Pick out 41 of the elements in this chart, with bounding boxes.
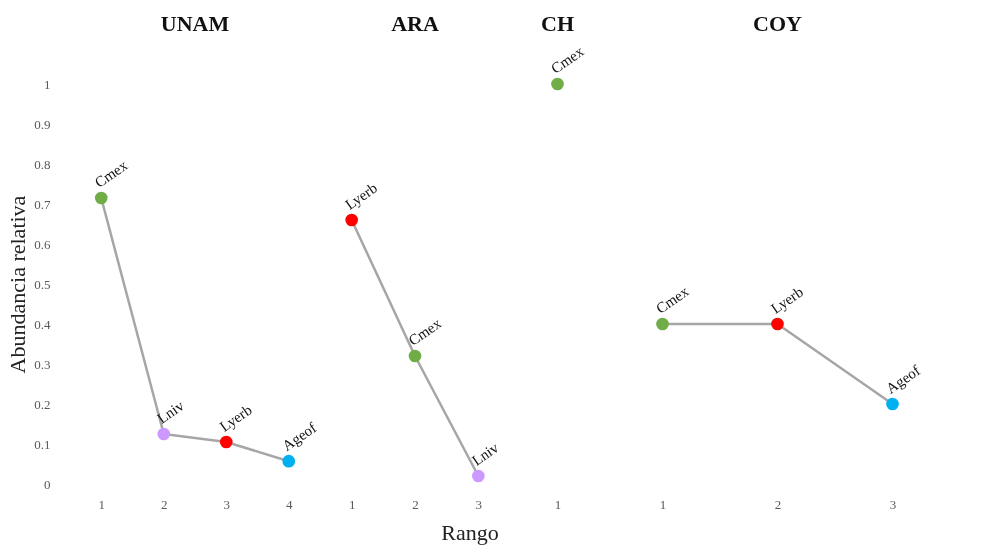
x-tick-label: 3 [223,496,230,512]
chart-title: COY [753,11,803,36]
y-tick-label: 1 [44,76,51,92]
y-tick-label: 0 [44,476,51,492]
y-tick-label: 0.4 [34,316,51,332]
x-tick-label: 2 [774,496,782,512]
annotation: Lyerb [342,179,381,213]
y-tick-label: 0.3 [34,356,51,372]
x-tick-label: 3 [475,496,483,512]
y-tick-label: 0.6 [34,236,51,252]
x-tick-label: 2 [412,496,419,512]
y-tick-label: 0.7 [34,196,51,212]
annotation: Cmex [405,314,445,349]
annotation: Lniv [468,439,502,469]
y-tick-label: 0.9 [34,116,51,132]
x-tick-label: 1 [98,496,105,512]
annotation: Cmex [653,282,693,317]
annotation: Cmex [548,42,588,77]
annotation: Lyerb [768,283,807,317]
x-tick-label: 2 [161,496,168,512]
x-tick-label: 1 [659,496,667,512]
x-tick-label: 1 [348,496,356,512]
point [219,435,233,449]
point [282,454,296,468]
point [94,191,108,205]
y-tick-label: 0.2 [34,396,51,412]
y-tick-label: 0.8 [34,156,51,172]
y-tick-label: 0.1 [34,436,51,452]
chart-title: CH [541,11,574,36]
x-tick-label: 1 [554,496,562,512]
annotation: Cmex [91,156,131,191]
annotation: Lyerb [216,401,255,435]
x-tick-label: 3 [889,496,897,512]
chart-title: ARA [391,11,439,36]
point [157,427,171,441]
annotation: Lniv [154,397,188,427]
y-tick-label: 0.5 [34,276,51,292]
chart-title: UNAM [160,11,230,36]
y-axis-title: Abundancia relativa [5,195,31,374]
x-axis-title: Rango [440,520,500,546]
x-tick-label: 4 [286,496,293,512]
